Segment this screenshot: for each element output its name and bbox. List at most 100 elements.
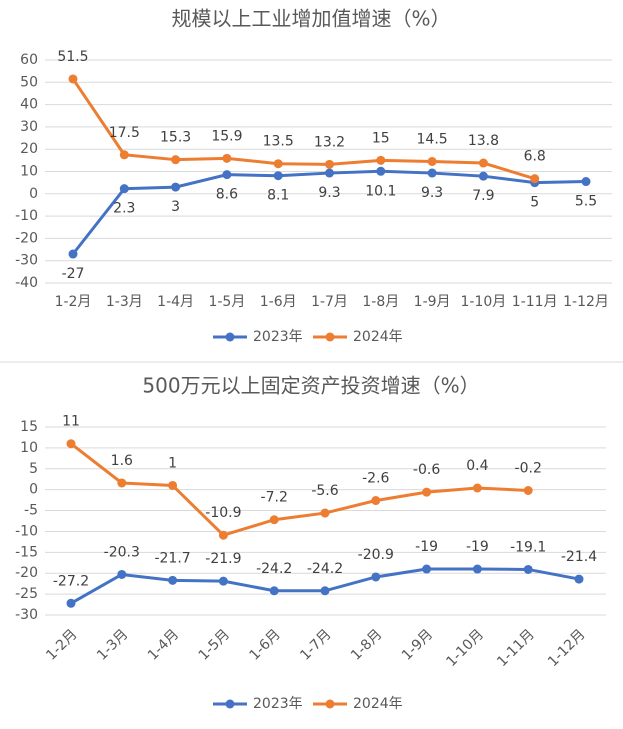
data-label: -24.2 xyxy=(307,561,343,577)
point xyxy=(222,170,232,180)
data-label: 51.5 xyxy=(57,49,88,65)
point xyxy=(119,150,129,160)
x-tick-label: 1-5月 xyxy=(196,626,233,663)
y-tick-label: -20 xyxy=(15,230,38,246)
point xyxy=(376,155,386,165)
x-tick-label: 1-9月 xyxy=(414,294,451,310)
x-tick-label: 1-12月 xyxy=(563,294,609,310)
data-label: -0.2 xyxy=(515,461,542,477)
x-tick-label: 1-11月 xyxy=(494,626,538,670)
legend-marker xyxy=(325,332,335,342)
x-tick-label: 1-2月 xyxy=(55,294,92,310)
data-label: -7.2 xyxy=(261,490,288,506)
y-tick-label: -5 xyxy=(24,503,38,519)
y-tick-label: 15 xyxy=(20,419,38,435)
legend-label: 2023年 xyxy=(253,696,303,712)
point xyxy=(171,155,181,165)
point xyxy=(269,515,279,525)
x-tick-label: 1-3月 xyxy=(94,626,131,663)
x-tick-label: 1-2月 xyxy=(43,626,80,663)
data-label: -20.3 xyxy=(104,544,140,560)
point xyxy=(117,569,127,579)
data-label: -24.2 xyxy=(256,561,292,577)
data-label: 14.5 xyxy=(417,131,448,147)
point xyxy=(523,486,533,496)
data-label: -27 xyxy=(62,266,85,282)
data-label: -10.9 xyxy=(205,505,241,521)
point xyxy=(68,249,78,259)
point xyxy=(269,586,279,596)
point xyxy=(222,153,232,163)
point xyxy=(273,159,283,169)
data-label: 11 xyxy=(62,414,80,430)
data-label: -21.7 xyxy=(154,550,190,566)
legend-label: 2023年 xyxy=(253,329,303,345)
x-tick-label: 1-11月 xyxy=(512,294,558,310)
data-label: 13.5 xyxy=(263,134,294,150)
x-tick-label: 1-8月 xyxy=(362,294,399,310)
point xyxy=(478,158,488,168)
point xyxy=(218,530,228,540)
data-label: 10.1 xyxy=(365,183,396,199)
x-tick-label: 1-8月 xyxy=(348,626,385,663)
data-label: 3 xyxy=(171,199,180,215)
y-tick-label: 10 xyxy=(20,164,38,180)
data-label: 6.8 xyxy=(524,149,546,165)
point xyxy=(325,168,334,178)
point xyxy=(472,564,482,574)
data-label: 1.6 xyxy=(111,453,133,469)
data-label: -21.4 xyxy=(561,549,597,565)
data-label: 0.4 xyxy=(466,458,488,474)
point xyxy=(478,171,488,181)
legend-marker xyxy=(325,699,335,709)
data-label: 13.8 xyxy=(468,133,499,149)
chart-title: 500万元以上固定资产投资增速（%） xyxy=(142,374,479,398)
y-tick-label: 10 xyxy=(20,440,38,456)
point xyxy=(427,168,437,178)
point xyxy=(472,483,482,493)
data-label: 7.9 xyxy=(472,188,494,204)
data-label: 15.9 xyxy=(211,128,242,144)
data-label: -5.6 xyxy=(311,483,338,499)
data-label: 1 xyxy=(168,455,177,471)
y-tick-label: -10 xyxy=(15,523,38,539)
point xyxy=(371,496,381,506)
point xyxy=(168,480,178,490)
point xyxy=(371,572,381,582)
y-tick-label: -40 xyxy=(15,275,38,291)
point xyxy=(68,74,78,84)
x-tick-label: 1-6月 xyxy=(260,294,297,310)
series-line xyxy=(70,442,529,537)
point xyxy=(66,439,76,449)
legend-label: 2024年 xyxy=(353,696,403,712)
y-tick-label: 50 xyxy=(20,74,38,90)
data-label: 8.1 xyxy=(267,188,289,204)
x-tick-label: 1-5月 xyxy=(208,294,245,310)
data-label: -2.6 xyxy=(362,471,389,487)
legend-marker xyxy=(225,332,235,342)
point xyxy=(523,564,533,574)
x-tick-label: 1-12月 xyxy=(545,626,589,670)
legend-label: 2024年 xyxy=(353,329,403,345)
y-tick-label: -25 xyxy=(15,586,38,602)
y-tick-label: -15 xyxy=(15,544,38,560)
series-line xyxy=(71,169,587,255)
legend-marker xyxy=(225,699,235,709)
x-tick-label: 1-4月 xyxy=(145,626,182,663)
y-tick-label: 40 xyxy=(20,97,38,113)
point xyxy=(376,166,386,176)
data-label: -19.1 xyxy=(510,539,546,555)
data-label: -19 xyxy=(415,539,438,555)
point xyxy=(117,478,127,488)
point xyxy=(574,574,584,584)
point xyxy=(427,156,437,166)
point xyxy=(530,174,540,184)
data-label: 8.6 xyxy=(216,187,238,203)
y-tick-label: 0 xyxy=(29,186,38,202)
point xyxy=(320,508,330,518)
data-label: 9.3 xyxy=(318,185,340,201)
x-tick-label: 1-7月 xyxy=(311,294,348,310)
x-tick-label: 1-7月 xyxy=(297,626,334,663)
point xyxy=(320,586,330,596)
